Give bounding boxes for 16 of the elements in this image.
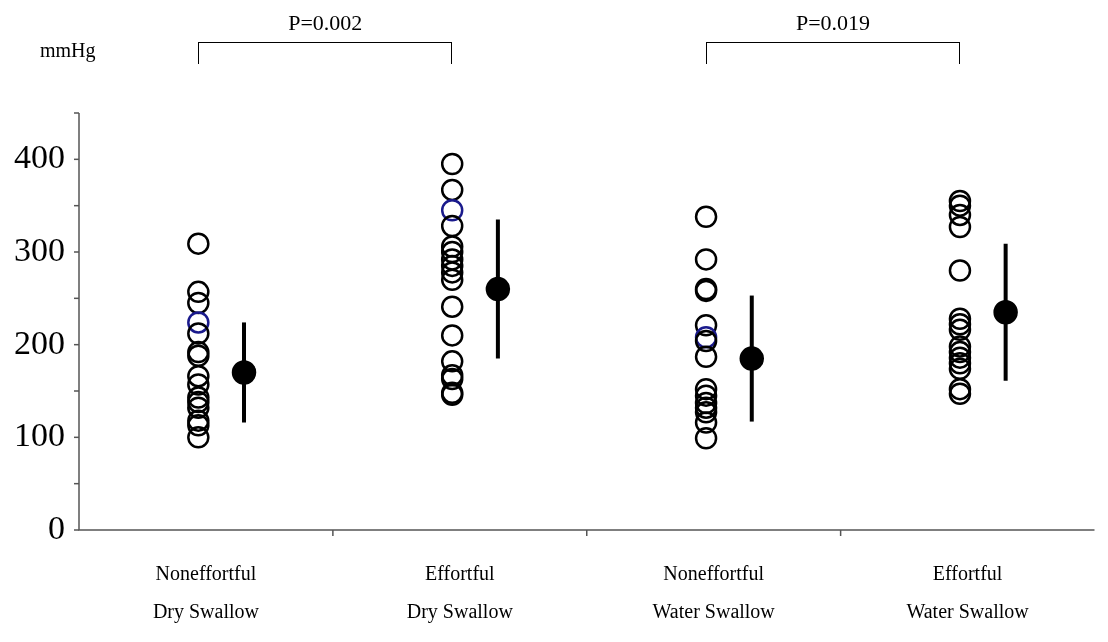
y-tick-label: 300 bbox=[14, 230, 65, 268]
point bbox=[231, 360, 257, 385]
text: P=0.019 bbox=[794, 10, 872, 36]
x-tick-label: Effortful Water Swallow bbox=[906, 562, 1030, 622]
y-tick-label: 100 bbox=[14, 416, 65, 454]
y-axis-title: mmHg bbox=[40, 39, 96, 62]
x-tick-label: Noneffortful Water Swallow bbox=[652, 562, 776, 622]
point bbox=[739, 346, 765, 371]
y-tick-label: 0 bbox=[48, 508, 65, 546]
text: P=0.002 bbox=[287, 10, 364, 36]
x-tick-label: Effortful Dry Swallow bbox=[406, 562, 514, 623]
y-tick-label: 400 bbox=[14, 138, 65, 176]
point bbox=[485, 276, 511, 302]
point bbox=[993, 299, 1018, 325]
y-tick-label: 200 bbox=[14, 323, 65, 361]
x-tick-label: Noneffortful Dry Swallow bbox=[152, 562, 260, 623]
